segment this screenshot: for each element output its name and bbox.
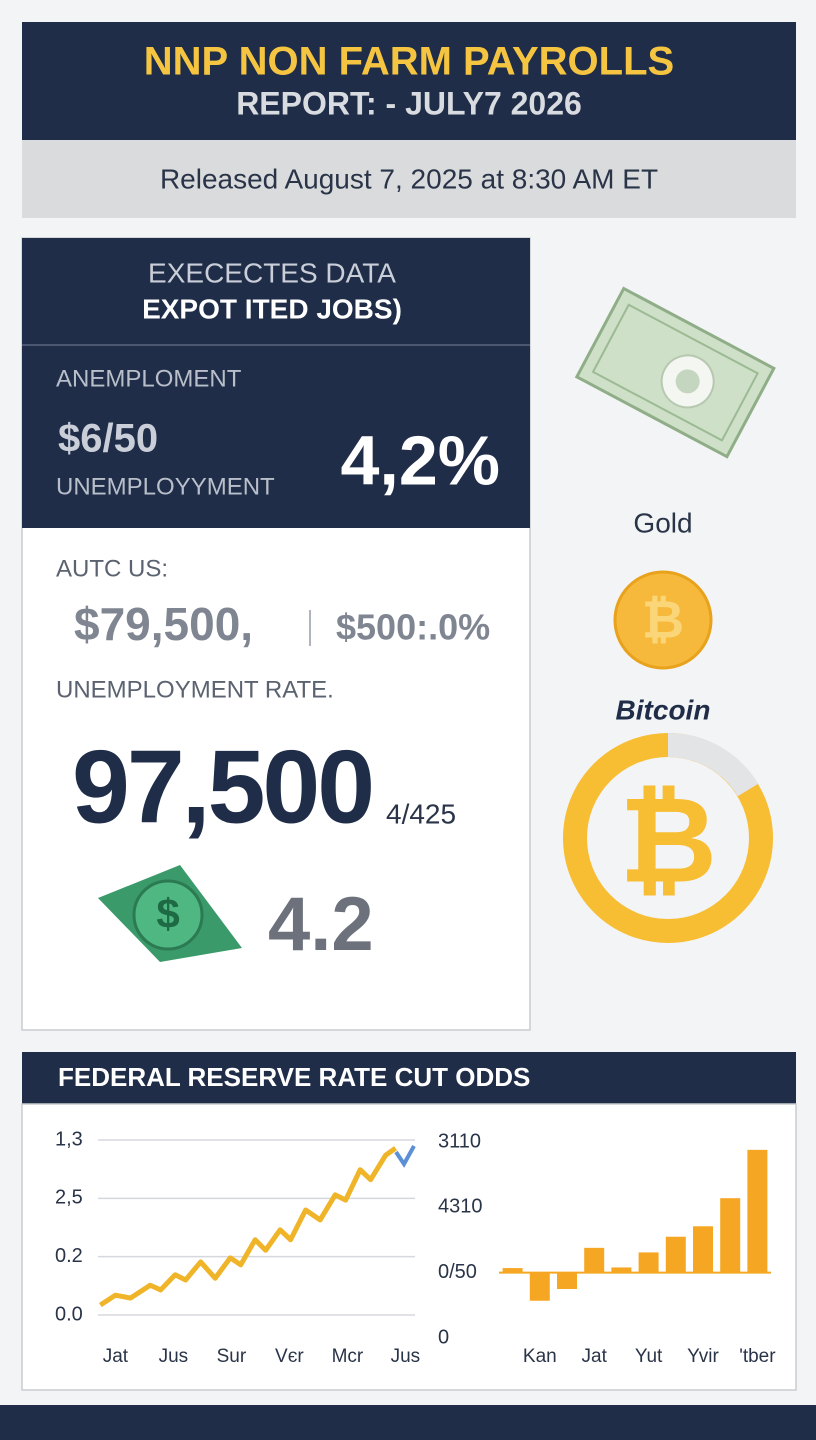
charts-band [22,1052,796,1104]
x-tick-label: Mcr [332,1346,364,1367]
x-tick-label: Sur [217,1346,247,1367]
value: $500:.0% [336,607,490,648]
y-tick-label: 0.0 [55,1303,83,1325]
header-band [22,22,796,140]
charts-title: FEDERAL RESERVE RATE CUT ODDS [58,1062,530,1092]
y-tick-label: 0 [438,1326,449,1348]
gold-label: Gold [633,507,692,538]
value: 4.2 [268,882,374,967]
footer-band [0,1405,816,1440]
y-tick-label: 2,5 [55,1187,83,1209]
x-tick-label: Jat [103,1346,129,1367]
check-icon [394,1145,416,1168]
bar [747,1149,768,1273]
bitcoin-ring: ₿ [563,732,773,943]
bar [720,1198,741,1273]
y-tick-label: 0.2 [55,1245,83,1267]
label: UNEMPLOYMENT RATE. [56,676,334,703]
bar [584,1247,605,1273]
x-tick-label: 'tber [739,1346,776,1367]
bar [611,1267,632,1273]
label: AUTC US: [56,555,168,582]
x-tick-label: Yut [635,1346,663,1367]
bar [665,1236,686,1273]
y-tick-label: 3110 [438,1130,481,1152]
x-tick-label: Vєr [275,1346,304,1367]
bar [502,1268,523,1273]
y-tick-label: 0/50 [438,1261,477,1283]
dollar-bill-icon: $ [98,865,242,962]
subtitle: REPORT: - JULY7 2026 [236,85,582,121]
release-text: Released August 7, 2025 at 8:30 AM ET [160,163,658,194]
x-tick-label: Yvir [687,1346,719,1367]
value: $6/50 [58,417,158,461]
value: $79,500, [74,598,253,650]
line-series [98,1146,397,1308]
x-tick-label: Jus [391,1346,421,1367]
title: NNP NON FARM PAYROLLS [144,40,674,84]
bar [638,1252,659,1273]
y-tick-label: 1,3 [55,1128,83,1150]
money-icon [574,286,776,459]
panel-subheading: EXPOT ITED JOBS) [142,293,402,324]
x-tick-label: Kan [523,1346,557,1367]
svg-text:₿: ₿ [642,592,684,650]
bitcoin-label: Bitcoin [616,694,711,725]
label: ANEMPLOMENT [56,365,242,392]
panel-heading: EXECECTES DATA [148,257,396,288]
x-tick-label: Jus [159,1346,189,1367]
big-value: 4,2% [340,421,500,499]
bar [529,1272,550,1301]
bar [693,1226,713,1273]
release-band [22,140,796,218]
bar [557,1272,577,1289]
svg-text:$: $ [156,890,179,937]
gold-coin: ₿ [613,570,713,670]
x-tick-label: Jat [582,1346,608,1367]
big-number: 97,500 [72,729,372,845]
small-number: 4/425 [386,798,456,829]
svg-text:₿: ₿ [619,774,717,908]
y-tick-label: 4310 [438,1196,483,1218]
label: UNEMPLOYYMENT [56,473,275,500]
panel-header [22,238,530,528]
